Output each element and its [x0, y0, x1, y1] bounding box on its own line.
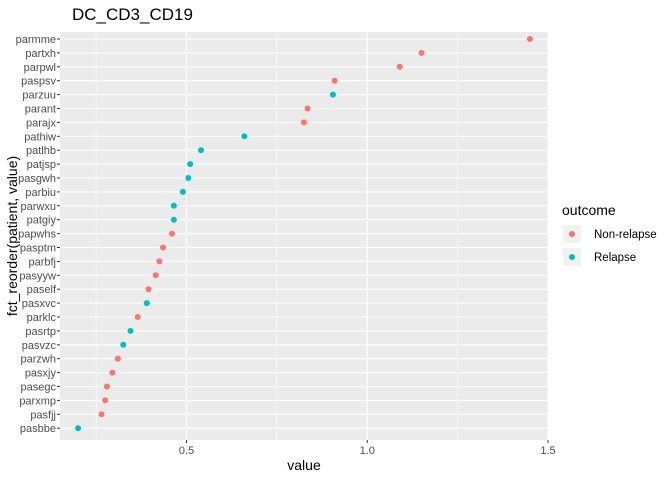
y-tick-label: parzuu [22, 90, 56, 102]
data-point [329, 91, 336, 98]
data-point [187, 161, 194, 168]
data-points [75, 36, 533, 432]
data-point [179, 188, 186, 195]
data-point [103, 383, 110, 390]
y-tick-label: pasrtp [25, 326, 56, 338]
data-point [170, 216, 177, 223]
data-point [145, 286, 152, 293]
y-tick-label: pasyyw [19, 270, 56, 282]
data-point [526, 36, 533, 42]
x-tick-label: 1.0 [360, 445, 375, 457]
data-point [109, 369, 116, 376]
y-tick-label: pasxjy [25, 368, 57, 380]
data-point [197, 147, 204, 154]
y-tick-label: pasvzc [22, 340, 57, 352]
y-tick-label: pathiw [24, 131, 56, 143]
data-point [102, 397, 109, 404]
y-axis-title: fct_reorder(patient, value) [4, 156, 20, 316]
legend-label: Relapse [594, 252, 636, 264]
data-point [301, 119, 307, 126]
x-axis-tick-labels: 0.5 1.0 1.5 [179, 440, 556, 457]
data-point [143, 300, 150, 307]
data-point [160, 244, 167, 251]
legend: outcome Non-relapse Relapse [562, 202, 657, 266]
data-point [127, 327, 134, 334]
data-point [152, 272, 159, 279]
y-tick-label: pasptm [20, 243, 56, 255]
chart-title: DC_CD3_CD19 [72, 5, 193, 24]
y-tick-label: patlhb [26, 145, 56, 157]
legend-entries: Non-relapse Relapse [563, 225, 657, 266]
data-point [114, 355, 121, 362]
legend-key-dot [569, 231, 575, 237]
plot-panel [60, 32, 548, 440]
data-point [120, 341, 127, 348]
data-point [304, 105, 311, 112]
y-tick-label: pasfjj [30, 409, 56, 421]
y-tick-label: parpwl [24, 62, 56, 74]
y-tick-label: parant [25, 104, 56, 116]
data-point [169, 230, 176, 237]
y-tick-label: partxh [25, 48, 56, 60]
y-tick-label: parwxu [21, 201, 56, 213]
data-point [241, 133, 248, 140]
y-tick-label: papwhs [18, 229, 56, 241]
data-point [134, 314, 141, 320]
y-tick-label: paself [27, 284, 57, 296]
y-tick-label: patjsp [27, 159, 56, 171]
data-point [185, 175, 192, 181]
y-axis-tick-labels: parmme partxh parpwl paspsv parzuu parantpara… [16, 34, 60, 435]
y-tick-label: pasegc [21, 382, 57, 394]
data-point [156, 258, 163, 265]
data-point [98, 411, 105, 418]
legend-title: outcome [562, 202, 616, 218]
y-tick-label: parajx [26, 117, 56, 129]
y-tick-label: paspsv [21, 76, 56, 88]
y-tick-label: parxmp [19, 395, 56, 407]
y-tick-label: pasxvc [22, 298, 57, 310]
y-tick-label: parbiu [25, 187, 56, 199]
data-point [75, 425, 82, 432]
y-tick-label: patgiy [27, 215, 57, 227]
y-tick-label: pasbbe [20, 423, 56, 435]
y-tick-label: pasgwh [18, 173, 56, 185]
x-tick-label: 1.5 [540, 445, 555, 457]
data-point [170, 202, 177, 209]
data-point [331, 77, 338, 84]
data-point [418, 49, 425, 56]
legend-key-dot [569, 254, 575, 260]
y-tick-label: parmme [16, 34, 56, 46]
x-axis-title: value [287, 457, 321, 473]
x-tick-label: 0.5 [179, 445, 194, 457]
y-tick-label: parbfj [28, 256, 56, 268]
y-tick-label: parzwh [21, 354, 56, 366]
data-point [396, 63, 403, 70]
y-tick-label: parklc [27, 312, 57, 324]
legend-label: Non-relapse [594, 229, 657, 241]
